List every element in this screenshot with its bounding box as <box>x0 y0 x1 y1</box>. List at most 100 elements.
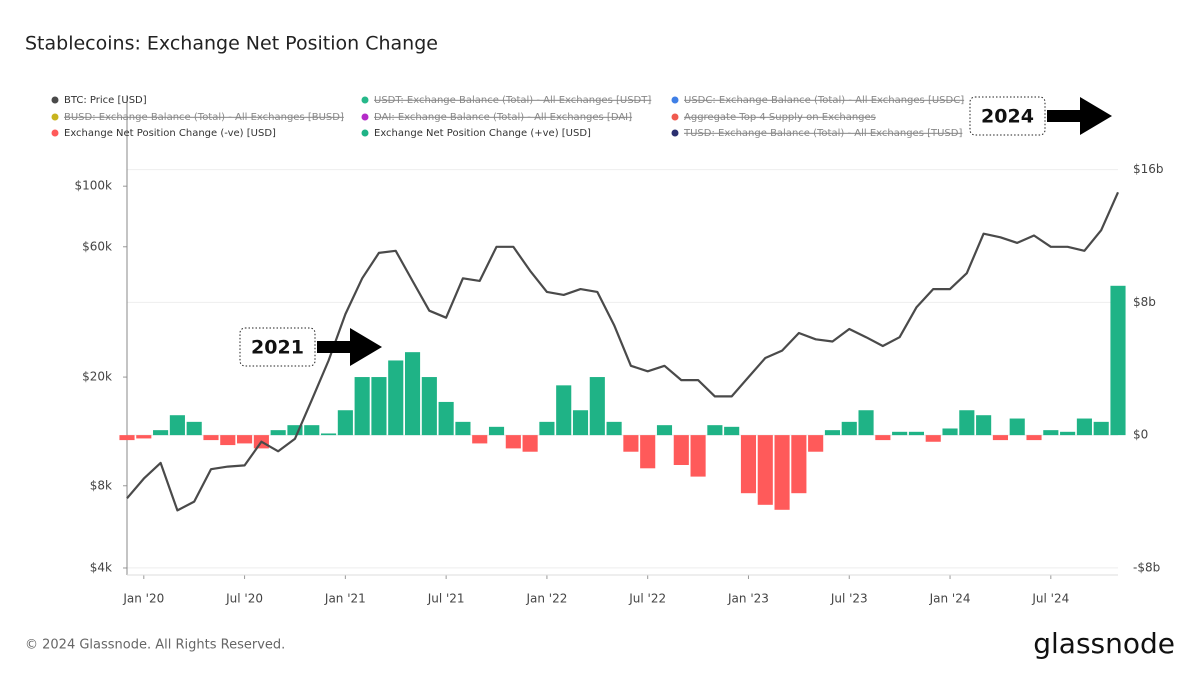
bar <box>572 410 589 436</box>
bar <box>455 421 471 436</box>
chart-title: Stablecoins: Exchange Net Position Chang… <box>25 33 438 55</box>
bar <box>858 410 874 436</box>
x-tick-label: Jan '23 <box>727 592 769 606</box>
price-line <box>126 191 1120 512</box>
bar <box>757 435 773 505</box>
bar <box>1060 431 1076 436</box>
x-tick-label: Jan '24 <box>929 592 971 606</box>
x-tick-label: Jul '20 <box>225 592 263 606</box>
bar <box>791 435 807 494</box>
bar <box>992 435 1008 441</box>
bar <box>220 435 236 446</box>
x-tick-label: Jan '22 <box>525 592 567 606</box>
bar <box>623 435 639 452</box>
bar <box>421 377 437 436</box>
bar <box>925 435 941 442</box>
bar <box>1043 430 1059 436</box>
bar <box>522 435 538 452</box>
legend-label[interactable]: Exchange Net Position Change (-ve) [USD] <box>64 128 276 139</box>
x-tick-label: Jul '21 <box>427 592 465 606</box>
y2-tick-label: $16b <box>1133 162 1164 176</box>
legend-label[interactable]: DAI: Exchange Balance (Total) - All Exch… <box>374 112 632 123</box>
y-tick-label: $8k <box>90 478 112 492</box>
bar <box>539 421 555 436</box>
legend-label[interactable]: Exchange Net Position Change (+ve) [USD] <box>374 128 591 139</box>
y-tick-label: $4k <box>90 560 112 574</box>
bar <box>337 410 353 436</box>
bar <box>505 435 521 449</box>
legend-label[interactable]: BTC: Price [USD] <box>64 95 147 106</box>
bar <box>724 426 740 436</box>
bar <box>237 435 253 444</box>
bar <box>404 352 421 436</box>
bar <box>589 377 605 436</box>
x-tick-label: Jul '24 <box>1031 592 1069 606</box>
annotation-label: 2024 <box>981 106 1034 128</box>
legend-marker <box>51 113 59 121</box>
bar <box>640 435 656 469</box>
legend-marker <box>361 96 369 104</box>
x-tick-label: Jan '21 <box>324 592 366 606</box>
legend-marker <box>361 113 369 121</box>
x-tick-label: Jul '23 <box>830 592 868 606</box>
bar <box>1026 435 1042 441</box>
y2-tick-label: -$8b <box>1133 560 1160 574</box>
legend-marker <box>671 96 679 104</box>
bar <box>959 410 975 436</box>
legend-label[interactable]: BUSD: Exchange Balance (Total) - All Exc… <box>64 112 344 123</box>
y2-tick-label: $8b <box>1133 295 1156 309</box>
bar <box>875 435 891 441</box>
bar <box>942 428 958 436</box>
bar <box>488 426 505 436</box>
bar <box>841 421 857 436</box>
y2-tick-label: $0 <box>1133 428 1148 442</box>
bar <box>808 435 824 452</box>
brand-logo: glassnode <box>1033 627 1175 660</box>
bar <box>472 435 488 444</box>
bar <box>270 430 286 436</box>
bar <box>673 435 689 465</box>
legend-marker <box>51 96 59 104</box>
annotation-arrow <box>317 328 382 366</box>
bar <box>287 425 303 436</box>
legend-marker <box>361 129 369 137</box>
x-tick-label: Jul '22 <box>628 592 666 606</box>
x-tick-label: Jan '20 <box>122 592 164 606</box>
bar <box>136 435 152 439</box>
bar <box>354 377 370 436</box>
bar <box>304 425 320 436</box>
bar <box>438 401 454 436</box>
bar <box>169 415 185 436</box>
bar <box>153 430 169 436</box>
bar <box>1076 418 1092 436</box>
legend-label[interactable]: USDT: Exchange Balance (Total) - All Exc… <box>374 95 651 106</box>
bar <box>774 435 790 510</box>
annotation-box <box>969 96 1046 136</box>
bar <box>556 385 572 436</box>
annotation-label: 2021 <box>251 337 304 359</box>
bar <box>371 377 387 436</box>
annotation-arrow <box>1047 97 1112 135</box>
annotation-box <box>239 327 316 367</box>
bar <box>1110 285 1126 436</box>
bar <box>119 435 135 441</box>
bar <box>606 421 622 436</box>
bar <box>892 431 908 436</box>
bar <box>976 415 992 436</box>
bar <box>908 431 924 436</box>
bar <box>1093 421 1109 436</box>
y-tick-label: $60k <box>82 239 112 253</box>
legend-marker <box>671 129 679 137</box>
legend-label[interactable]: Aggregate Top 4 Supply on Exchanges <box>684 112 876 123</box>
bar <box>656 425 673 436</box>
bar <box>824 430 841 436</box>
bar <box>1009 418 1025 436</box>
legend-label[interactable]: USDC: Exchange Balance (Total) - All Exc… <box>684 95 964 106</box>
bar <box>707 425 723 436</box>
bar <box>186 421 202 436</box>
bar <box>388 360 404 436</box>
legend-marker <box>671 113 679 121</box>
legend-label[interactable]: TUSD: Exchange Balance (Total) - All Exc… <box>683 128 962 139</box>
bar <box>203 435 219 441</box>
